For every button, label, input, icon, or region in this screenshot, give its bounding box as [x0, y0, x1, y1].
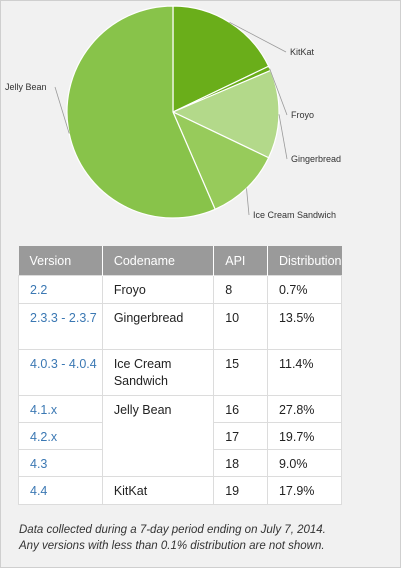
header-api: API [213, 246, 268, 276]
pie-chart: KitKat Froyo Gingerbread Ice Cream Sandwich… [5, 5, 341, 220]
header-codename: Codename [102, 246, 215, 276]
table-row: 4.0.3 - 4.0.4 Ice Cream Sandwich 15 11.4… [18, 349, 343, 396]
version-link[interactable]: 4.2.x [18, 422, 103, 450]
footnote-line-1: Data collected during a 7-day period end… [19, 524, 326, 536]
header-version: Version [18, 246, 103, 276]
version-link[interactable]: 4.3 [18, 449, 103, 477]
distribution-cell: 17.9% [266, 476, 343, 505]
slice-label-kitkat: KitKat [290, 47, 315, 57]
distribution-cell: 11.4% [266, 349, 343, 396]
slice-label-jelly-bean: Jelly Bean [5, 82, 47, 92]
version-link[interactable]: 4.4 [18, 476, 103, 505]
leader-line-jelly-bean [54, 86, 70, 134]
table-row: 4.2.x 17 19.7% [18, 422, 343, 450]
header-distribution: Distribution [267, 246, 342, 276]
table-row: 4.4 KitKat 19 17.9% [18, 476, 343, 505]
api-cell: 18 [213, 449, 268, 477]
table-row: 2.3.3 - 2.3.7 Gingerbread 10 13.5% [18, 303, 343, 350]
version-link[interactable]: 2.2 [18, 275, 103, 304]
version-link[interactable]: 4.1.x [18, 395, 103, 423]
table-row: 4.3 18 9.0% [18, 449, 343, 477]
api-cell: 10 [213, 303, 268, 350]
distribution-cell: 0.7% [266, 275, 343, 304]
version-link[interactable]: 4.0.3 - 4.0.4 [18, 349, 103, 396]
codename-cell: Ice Cream Sandwich [101, 349, 215, 396]
slice-label-froyo: Froyo [291, 110, 314, 120]
codename-cell: Gingerbread [101, 303, 215, 350]
footnote-line-2: Any versions with less than 0.1% distrib… [19, 540, 325, 552]
api-cell: 17 [213, 422, 268, 450]
distribution-table: Version Codename API Distribution 2.2 Fr… [18, 246, 343, 505]
leader-line-ice-cream-sandwich [246, 188, 250, 216]
slice-label-gingerbread: Gingerbread [291, 154, 341, 164]
distribution-cell: 9.0% [266, 449, 343, 477]
table-header-row: Version Codename API Distribution [18, 246, 342, 276]
distribution-cell: 19.7% [266, 422, 343, 450]
table-row: 2.2 Froyo 8 0.7% [18, 275, 343, 304]
api-cell: 19 [213, 476, 268, 505]
distribution-cell: 27.8% [266, 395, 343, 423]
table-row: 4.1.x Jelly Bean 16 27.8% [18, 395, 343, 477]
leader-line-gingerbread [278, 114, 288, 160]
version-link[interactable]: 2.3.3 - 2.3.7 [18, 303, 103, 350]
api-cell: 16 [213, 395, 268, 423]
codename-cell: Jelly Bean [101, 395, 215, 477]
pie-slice-ice-cream-sandwich [171, 110, 270, 211]
codename-cell: Froyo [101, 275, 215, 304]
api-cell: 15 [213, 349, 268, 396]
codename-cell: KitKat [101, 476, 215, 505]
leader-line-froyo [269, 68, 288, 116]
distribution-cell: 13.5% [266, 303, 343, 350]
footnote: Data collected during a 7-day period end… [19, 522, 395, 554]
api-cell: 8 [213, 275, 268, 304]
leader-line-kitkat [229, 21, 287, 53]
slice-label-ice-cream-sandwich: Ice Cream Sandwich [253, 210, 336, 220]
